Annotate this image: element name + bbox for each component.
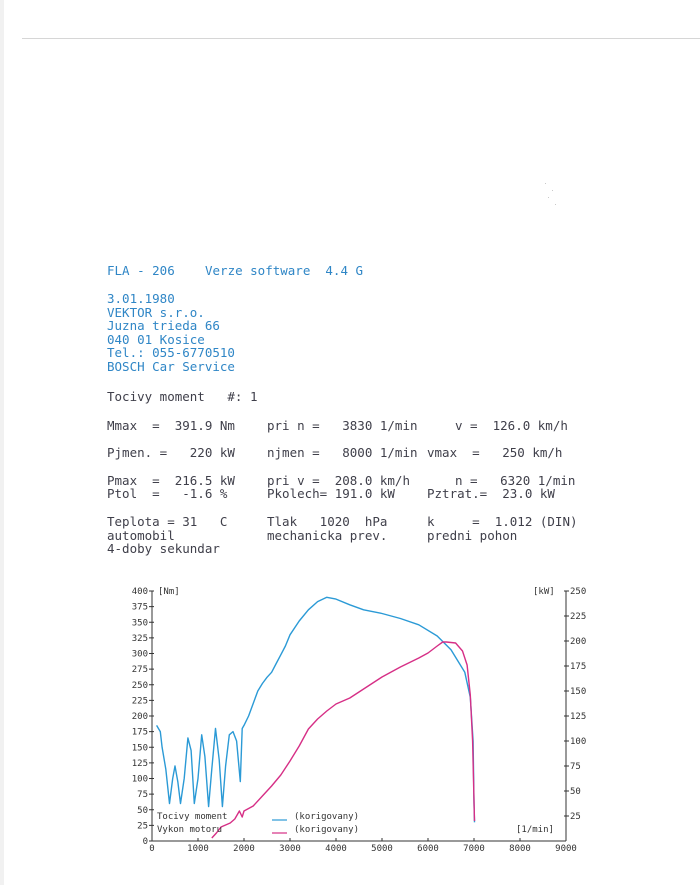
- y-left-tick-label: 250: [132, 681, 148, 691]
- result-transmission: mechanicka prev.: [267, 528, 388, 543]
- date-line: 3.01.1980: [107, 291, 175, 306]
- result-pmax: Pmax = 216.5 kW: [107, 473, 235, 488]
- y-right-tick-label: 250: [570, 587, 586, 597]
- result-mmax: Mmax = 391.9 Nm: [107, 418, 235, 433]
- x-tick-label: 1000: [187, 844, 209, 854]
- torque-curve: [155, 596, 476, 823]
- y-left-tick-label: 100: [132, 775, 148, 785]
- result-vmax: vmax = 250 km/h: [427, 445, 563, 460]
- result-teplota: Teplota = 31 C: [107, 514, 228, 529]
- y-left-tick-label: 375: [132, 603, 148, 613]
- legend-power-name: Vykon motoru: [157, 825, 222, 835]
- y-left-tick-label: 325: [132, 634, 148, 644]
- result-tlak: Tlak 1020 hPa: [267, 514, 388, 529]
- result-mmax-rpm: pri n = 3830 1/min: [267, 418, 418, 433]
- result-pmax-speed: pri v = 208.0 km/h: [267, 473, 410, 488]
- result-pjmen: Pjmen. = 220 kW: [107, 445, 235, 460]
- customer-block: 3.01.1980 VEKTOR s.r.o. Juzna trieda 66 …: [107, 292, 235, 373]
- y-right-tick-label: 25: [570, 812, 581, 822]
- right-unit-label: [kW]: [533, 587, 555, 597]
- y-right-tick-label: 225: [570, 612, 586, 622]
- paper-top-line: [22, 38, 700, 39]
- y-right-tick-label: 75: [570, 762, 581, 772]
- y-left-tick-label: 400: [132, 587, 148, 597]
- x-tick-label: 3000: [279, 844, 301, 854]
- x-tick-label: 5000: [371, 844, 393, 854]
- legend-torque-name: Tocivy moment: [157, 812, 227, 822]
- result-pkolech: Pkolech= 191.0 kW: [267, 486, 395, 501]
- legend-torque-tag: (korigovany): [294, 812, 359, 822]
- result-pztrat: Pztrat.= 23.0 kW: [427, 486, 555, 501]
- city-line: 040 01 Kosice: [107, 331, 205, 347]
- y-left-tick-label: 350: [132, 618, 148, 628]
- result-drive: predni pohon: [427, 528, 518, 543]
- result-vehicle-type: automobil: [107, 528, 175, 543]
- y-left-tick-label: 200: [132, 712, 148, 722]
- x-tick-label: 4000: [325, 844, 347, 854]
- power-curve: [211, 641, 476, 839]
- y-left-tick-label: 275: [132, 665, 148, 675]
- service-line: BOSCH Car Service: [107, 358, 235, 374]
- x-tick-label: 8000: [509, 844, 531, 854]
- street-line: Juzna trieda 66: [107, 318, 220, 333]
- y-right-tick-label: 100: [570, 737, 586, 747]
- result-k-factor: k = 1.012 (DIN): [427, 514, 578, 529]
- company-line: VEKTOR s.r.o.: [107, 304, 205, 320]
- y-right-tick-label: 50: [570, 787, 581, 797]
- legend-power-tag: (korigovany): [294, 825, 359, 835]
- result-pmax-rpm: n = 6320 1/min: [455, 473, 576, 488]
- y-left-tick-label: 75: [137, 790, 148, 800]
- result-njmen: njmen = 8000 1/min: [267, 445, 418, 460]
- x-tick-label: 9000: [555, 844, 577, 854]
- y-left-tick-label: 50: [137, 806, 148, 816]
- measurement-title: Tocivy moment #: 1: [107, 389, 258, 404]
- y-right-tick-label: 150: [570, 687, 586, 697]
- scan-specks: [543, 180, 563, 208]
- y-left-tick-label: 300: [132, 650, 148, 660]
- y-right-tick-label: 125: [570, 712, 586, 722]
- x-tick-label: 2000: [233, 844, 255, 854]
- y-left-tick-label: 25: [137, 821, 148, 831]
- y-right-tick-label: 200: [570, 637, 586, 647]
- scan-edge: [0, 0, 4, 885]
- x-tick-label: 6000: [417, 844, 439, 854]
- y-right-tick-label: 175: [570, 662, 586, 672]
- y-left-tick-label: 150: [132, 743, 148, 753]
- result-ptol: Ptol = -1.6 %: [107, 486, 228, 501]
- y-left-tick-label: 175: [132, 728, 148, 738]
- chart-legend: Tocivy moment Vykon motoru (korigovany) …: [157, 812, 359, 835]
- result-mmax-speed: v = 126.0 km/h: [455, 418, 568, 433]
- software-version: Verze software 4.4 G: [205, 263, 364, 278]
- left-unit-label: [Nm]: [158, 587, 180, 597]
- y-left-tick-label: 125: [132, 759, 148, 769]
- phone-line: Tel.: 055-6770510: [107, 345, 235, 360]
- y-left-tick-label: 0: [143, 837, 148, 847]
- x-tick-label: 7000: [463, 844, 485, 854]
- y-left-tick-label: 225: [132, 696, 148, 706]
- x-unit-label: [1/min]: [516, 825, 554, 835]
- model-label: FLA - 206: [107, 263, 175, 278]
- x-tick-label: 0: [149, 844, 154, 854]
- result-engine-type: 4-doby sekundar: [107, 541, 220, 556]
